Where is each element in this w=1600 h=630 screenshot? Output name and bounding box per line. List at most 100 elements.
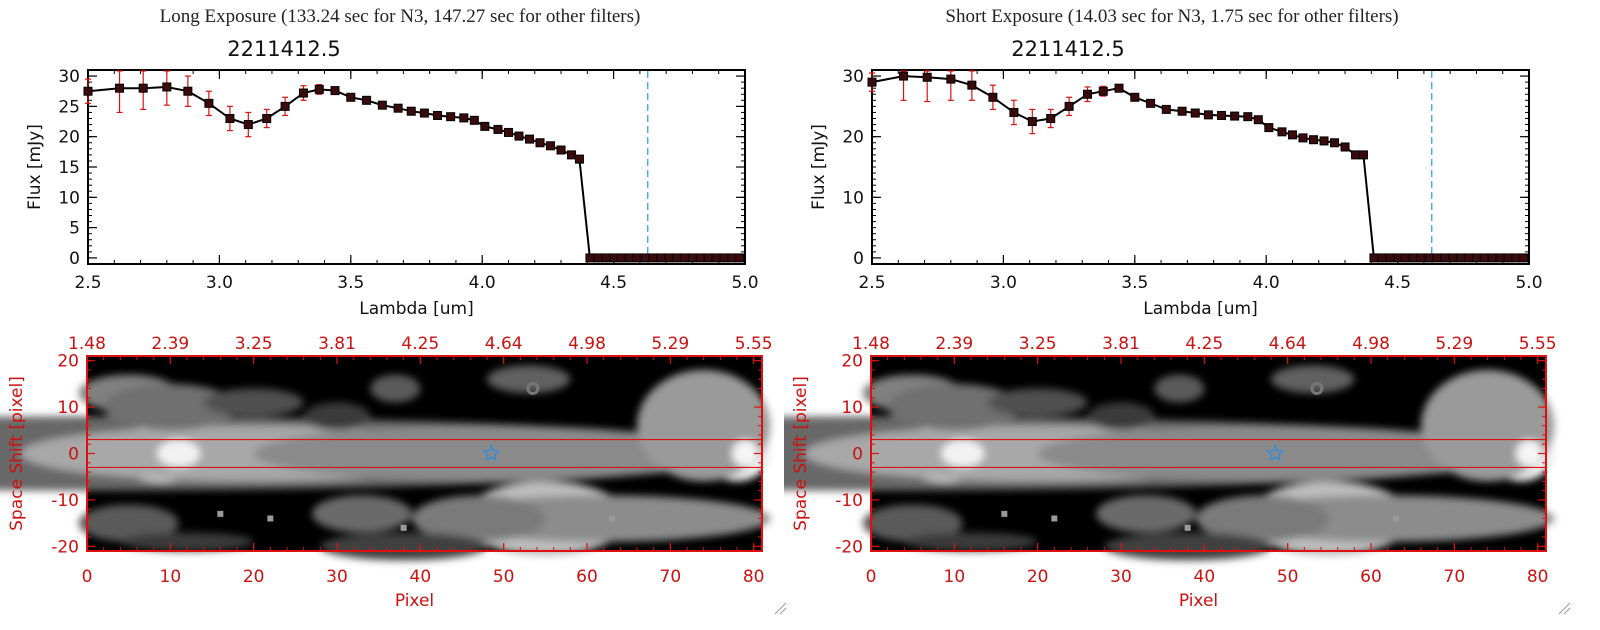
data-point: [362, 95, 372, 105]
data-point: [1114, 83, 1124, 93]
data-point: [1009, 107, 1019, 117]
shift-tick-label: -10: [51, 491, 79, 511]
data-point: [1319, 136, 1329, 146]
flux-series-line: [871, 75, 1524, 259]
y-tick-label: 15: [58, 158, 80, 178]
data-point: [459, 113, 469, 123]
spectrum-frame: [87, 69, 746, 265]
data-point: [406, 106, 416, 116]
point-source: [217, 510, 224, 517]
wavelength-tick-label: 2.39: [935, 334, 973, 354]
data-point: [711, 253, 721, 263]
image-blob: [370, 374, 421, 403]
short-exposure-panel: Short Exposure (14.03 sec for N3, 1.75 s…: [784, 0, 1584, 630]
image-blob: [1087, 402, 1155, 431]
image-blob: [312, 495, 412, 533]
data-point: [280, 101, 290, 111]
data-point: [1511, 253, 1521, 263]
data-point: [1495, 253, 1505, 263]
resize-grip: [779, 607, 787, 615]
pixel-tick-label: 0: [82, 567, 93, 587]
data-point: [616, 253, 626, 263]
x-axis-label: Lambda [um]: [359, 299, 473, 319]
data-point: [727, 253, 737, 263]
pixel-tick-label: 40: [1194, 567, 1216, 587]
data-point: [735, 253, 745, 263]
x-tick-label: 5.0: [1515, 273, 1542, 293]
image-blob: [887, 383, 1021, 431]
wavelength-tick-label: 1.48: [852, 334, 890, 354]
pixel-axis-label: Pixel: [395, 591, 434, 611]
shift-tick-label: 0: [852, 445, 863, 465]
image-blob: [1196, 495, 1330, 542]
data-point: [1340, 142, 1350, 152]
spectrum-title: 2211412.5: [1011, 37, 1125, 61]
wavelength-tick-label: 5.29: [651, 334, 689, 354]
data-point: [640, 253, 650, 263]
pixel-tick-label: 10: [160, 567, 182, 587]
pixel-tick-label: 40: [410, 567, 432, 587]
data-point: [262, 114, 272, 123]
x-tick-label: 3.0: [990, 273, 1017, 293]
data-point: [469, 115, 479, 125]
wavelength-tick-label: 3.81: [318, 334, 356, 354]
data-point: [1503, 253, 1513, 263]
pixel-tick-label: 30: [1110, 567, 1132, 587]
data-point: [1161, 104, 1171, 114]
data-point: [1190, 108, 1200, 118]
data-point: [632, 253, 642, 263]
image-blob: [1271, 365, 1355, 394]
bright-source-core: [731, 439, 760, 468]
x-tick-label: 5.0: [731, 273, 758, 293]
data-point: [393, 103, 403, 113]
data-point: [1408, 253, 1418, 263]
data-point: [624, 253, 634, 263]
data-point: [1098, 86, 1108, 96]
data-point: [1385, 253, 1395, 263]
data-point: [1456, 253, 1466, 263]
point-source: [1393, 515, 1399, 522]
data-point: [1253, 115, 1263, 125]
x-tick-label: 3.5: [1121, 273, 1148, 293]
wavelength-tick-label: 3.81: [1102, 334, 1140, 354]
data-point: [1264, 123, 1274, 133]
image-blob: [103, 383, 238, 431]
wavelength-tick-label: 5.29: [1435, 334, 1473, 354]
data-point: [703, 253, 713, 263]
data-point: [556, 145, 566, 155]
y-tick-label: 20: [58, 128, 80, 148]
y-axis-label: Flux [mJy]: [25, 124, 45, 210]
data-point: [1330, 138, 1340, 148]
x-tick-label: 4.0: [1253, 273, 1280, 293]
data-point: [493, 124, 503, 134]
data-point: [922, 72, 932, 82]
data-point: [1243, 112, 1253, 122]
wavelength-tick-label: 1.48: [68, 334, 106, 354]
data-point: [946, 74, 956, 84]
pixel-tick-label: 10: [944, 567, 966, 587]
wavelength-tick-label: 2.39: [151, 334, 189, 354]
point-source: [267, 515, 274, 522]
pixel-tick-label: 20: [243, 567, 265, 587]
data-point: [1358, 150, 1368, 160]
data-point: [695, 253, 705, 263]
image-blob: [1104, 532, 1271, 561]
data-point: [1177, 106, 1187, 116]
data-point: [1487, 253, 1497, 263]
data-point: [601, 253, 611, 263]
data-point: [719, 253, 729, 263]
shift-tick-label: 10: [57, 398, 79, 418]
x-tick-label: 4.5: [1384, 273, 1411, 293]
y-tick-label: 30: [842, 67, 864, 87]
pixel-tick-label: 70: [1444, 567, 1466, 587]
image-blob: [487, 365, 571, 394]
data-point: [503, 127, 513, 137]
data-point: [680, 253, 690, 263]
data-point: [83, 86, 93, 96]
image-blob: [203, 388, 304, 417]
long-exposure-figure: Long Exposure (133.24 sec for N3, 147.27…: [0, 6, 787, 615]
data-point: [1130, 92, 1140, 102]
data-point: [1471, 253, 1481, 263]
pixel-tick-label: 60: [576, 567, 598, 587]
data-point: [1519, 253, 1529, 263]
